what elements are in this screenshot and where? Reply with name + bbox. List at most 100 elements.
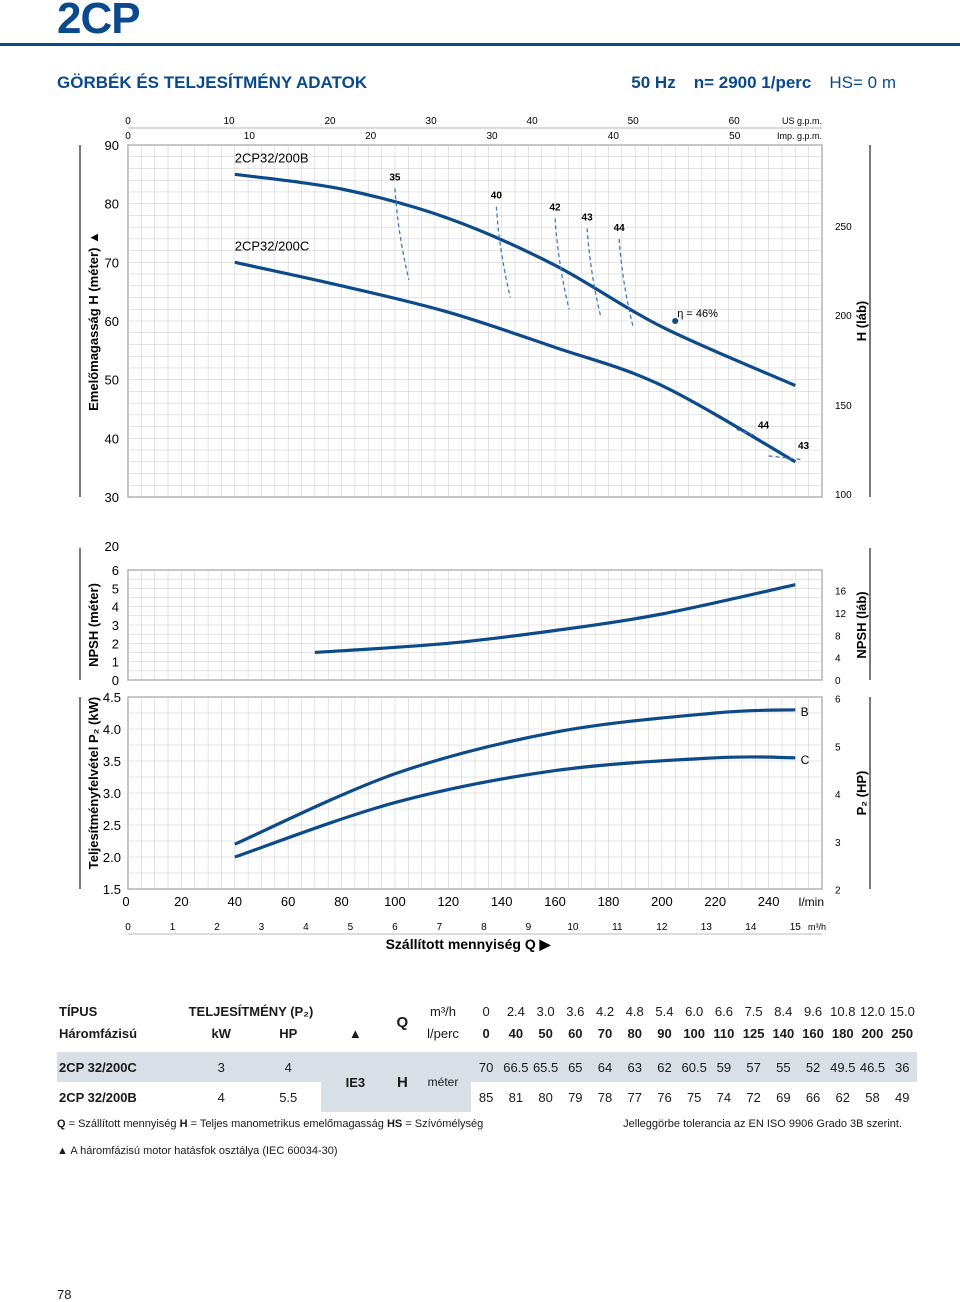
- h-key: H: [179, 1118, 188, 1130]
- table-cell-q-m3h: 9.6: [804, 1003, 823, 1019]
- table-row-type: 2CP 32/200B: [59, 1089, 137, 1105]
- x-tick-imp: 20: [365, 131, 377, 142]
- table-cell-q-lperc: 160: [802, 1025, 824, 1041]
- suction-height: HS= 0 m: [829, 73, 896, 92]
- y-tick-label-right: 3: [835, 838, 841, 849]
- table-cell-head: 60.5: [681, 1059, 707, 1075]
- x-tick-us: 30: [426, 116, 438, 127]
- table-cell-q-m3h: 3.0: [536, 1003, 555, 1019]
- head-row-c: 70 66.5 65.5 65 64 63 62 60.5 59 57 55 52 49.5 46.5 36: [471, 1052, 917, 1082]
- table-cell-head: 78: [597, 1089, 613, 1105]
- y-tick-label: 2.0: [103, 850, 121, 865]
- table-cell-head: 76: [657, 1089, 672, 1105]
- x-tick-m3h: 13: [701, 922, 713, 933]
- q-m3h-row: 0 2.4 3.0 3.6 4.2 4.8 5.4 6.0 6.6 7.5 8.4 9.6 10.8 12…: [471, 1000, 917, 1022]
- head-y-label-right: H (láb): [854, 301, 869, 341]
- table-cell-head: 58: [865, 1089, 880, 1105]
- table-cell-q-m3h: 2.4: [506, 1003, 525, 1019]
- table-cell-q-lperc: 250: [891, 1025, 914, 1041]
- operating-conditions: 50 Hz n= 2900 1/perc HS= 0 m: [631, 73, 896, 93]
- efficiency-label: η = 46%: [677, 308, 718, 320]
- y-tick-label: 2.5: [103, 818, 121, 833]
- power-curve-b: [234, 708, 796, 846]
- efficiency-label: 43: [798, 441, 810, 452]
- power-curve-c: [234, 755, 796, 859]
- table-cell-head: 64: [597, 1059, 613, 1075]
- x-tick-m3h: 15: [790, 922, 802, 933]
- h-header: H: [396, 1073, 408, 1091]
- efficiency-isoline: [618, 238, 634, 328]
- table-cell-q-m3h: 5.4: [655, 1003, 674, 1019]
- y-tick-label: 1.5: [103, 882, 121, 897]
- y-tick-label-right: 250: [835, 222, 852, 233]
- table-cell-q-lperc: 70: [597, 1025, 613, 1041]
- head-curve-c: [234, 260, 797, 464]
- efficiency-label: 44: [758, 420, 770, 431]
- y-tick-label-right: 4: [835, 790, 841, 801]
- x-tick-lmin: 140: [491, 894, 513, 909]
- power-y-label: Teljesítményfelvétel P₂ (kW): [86, 697, 101, 869]
- x-tick-lmin: 40: [228, 894, 242, 909]
- x-tick-lmin: 60: [281, 894, 295, 909]
- table-cell-q-m3h: 8.4: [774, 1003, 793, 1019]
- npsh-curve: [314, 583, 796, 655]
- x-tick-lmin: 100: [384, 894, 406, 909]
- legend-note: Q = Szállított mennyiség H = Teljes mano…: [57, 1118, 483, 1130]
- y-tick-label: 3: [112, 618, 119, 633]
- efficiency-isoline: [768, 455, 801, 461]
- table-cell-head: 62: [835, 1089, 851, 1105]
- table-cell-head: 81: [508, 1089, 524, 1105]
- table-cell-head: 49: [894, 1089, 910, 1105]
- kw-header: kW: [211, 1025, 231, 1041]
- x-tick-m3h: 2: [214, 922, 220, 933]
- x-tick-us: 60: [729, 116, 741, 127]
- x-tick-lmin: 80: [334, 894, 348, 909]
- npsh-y-label: NPSH (méter): [86, 583, 101, 667]
- efficiency-label: 42: [550, 202, 562, 213]
- efficiency-label: 43: [582, 212, 594, 223]
- y-tick-label-right: 150: [835, 401, 852, 412]
- performance-table: TÍPUS TELJESÍTMÉNY (P₂) Q m³/h 0 2.4 3.0 3.…: [57, 1000, 917, 1112]
- table-cell-q-m3h: 10.8: [830, 1003, 856, 1019]
- table-cell-q-lperc: 100: [683, 1025, 706, 1041]
- q-text: = Szállított mennyiség: [65, 1118, 180, 1130]
- x-tick-us: 40: [527, 116, 539, 127]
- x-unit-m3h: m³/h: [808, 922, 826, 932]
- x-tick-lmin: 240: [758, 894, 780, 909]
- h-text: = Teljes manometrikus emelőmagasság: [187, 1118, 387, 1130]
- x-tick-m3h: 3: [259, 922, 265, 933]
- series-label: 2CP32/200B: [235, 150, 309, 165]
- efficiency-isoline: [394, 188, 410, 281]
- x-tick-lmin: 20: [174, 894, 188, 909]
- series-label: 2CP32/200C: [235, 238, 309, 253]
- x-tick-lmin: 160: [544, 894, 566, 909]
- y-tick-label-right: 5: [835, 742, 841, 753]
- x-tick-m3h: 14: [745, 922, 757, 933]
- table-cell-head: 62: [657, 1059, 672, 1075]
- x-tick-m3h: 9: [526, 922, 532, 933]
- table-cell-q-lperc: 110: [713, 1025, 735, 1041]
- tolerance-note: Jelleggörbe tolerancia az EN ISO 9906 Gr…: [623, 1118, 902, 1130]
- x-unit-us: US g.p.m.: [782, 116, 822, 126]
- table-cell-head: 66: [805, 1089, 821, 1105]
- x-tick-m3h: 0: [125, 922, 131, 933]
- y-tick-label-right: 12: [835, 609, 847, 620]
- y-tick-label-right: 100: [835, 490, 852, 501]
- efficiency-label: 35: [389, 172, 401, 183]
- table-cell-q-lperc: 125: [742, 1025, 765, 1041]
- y-tick-label-right: 2: [835, 886, 841, 897]
- table-cell-head: 77: [627, 1089, 642, 1105]
- table-cell-q-m3h: 6.6: [714, 1003, 733, 1019]
- head-row-b: 85 81 80 79 78 77 76 75 74 72 69 66 62 58 49: [471, 1082, 917, 1112]
- best-efficiency-point: [672, 318, 679, 324]
- x-tick-imp: 50: [729, 131, 741, 142]
- q-key: Q: [57, 1118, 66, 1130]
- phase-header: Háromfázisú: [59, 1025, 138, 1041]
- efficiency-label: 44: [614, 223, 626, 234]
- table-cell-q-m3h: 6.0: [685, 1003, 704, 1019]
- frequency: 50 Hz: [631, 73, 676, 92]
- series-label: B: [801, 705, 809, 719]
- efficiency-class: IE3: [345, 1074, 366, 1090]
- y-tick-label: 6: [112, 563, 119, 578]
- table-cell-head: 59: [716, 1059, 732, 1075]
